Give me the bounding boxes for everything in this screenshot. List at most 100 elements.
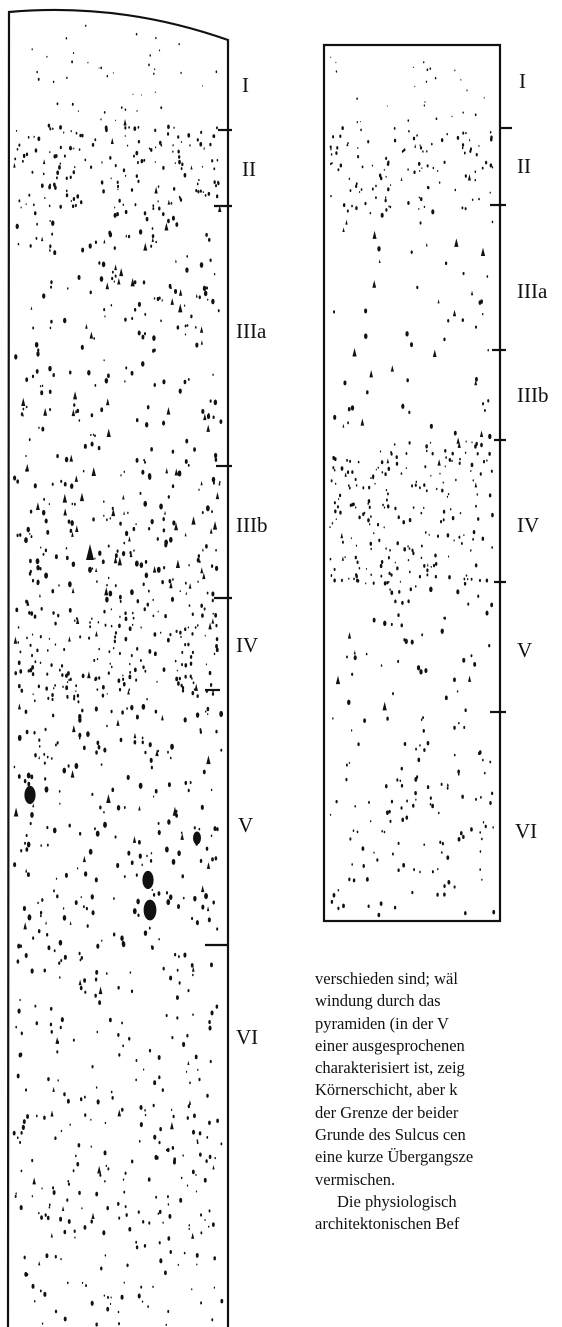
cell	[116, 863, 120, 869]
cell	[353, 650, 356, 655]
cell	[31, 633, 34, 636]
cell	[155, 240, 157, 244]
cell	[431, 451, 434, 456]
cell	[191, 632, 194, 636]
cell	[206, 1136, 209, 1139]
cell	[98, 67, 100, 69]
cell	[485, 578, 489, 583]
cell	[169, 536, 173, 543]
cell	[183, 173, 187, 178]
cell	[207, 917, 211, 923]
cell	[154, 68, 156, 71]
cell	[477, 517, 480, 521]
cell	[48, 1203, 51, 1207]
cell	[392, 692, 394, 696]
cell	[179, 630, 182, 635]
cell	[30, 968, 34, 974]
cell	[139, 562, 144, 569]
cell	[424, 101, 426, 103]
cell	[210, 834, 213, 837]
cell	[422, 716, 424, 720]
cell	[178, 981, 181, 985]
cell	[206, 906, 210, 912]
cell	[208, 1154, 212, 1159]
cell	[158, 1209, 162, 1215]
cell	[426, 164, 429, 168]
cell	[23, 922, 27, 930]
cell	[216, 827, 219, 832]
cell	[407, 168, 409, 171]
cell	[93, 337, 96, 340]
cell	[75, 684, 78, 688]
cell	[482, 758, 484, 762]
cell	[156, 296, 160, 302]
cell	[212, 415, 215, 420]
cell	[465, 574, 468, 577]
cell	[68, 608, 72, 613]
cell	[472, 537, 474, 541]
cell	[479, 850, 482, 853]
cell	[482, 459, 486, 464]
cell	[56, 170, 60, 175]
cell	[400, 472, 403, 475]
cell	[156, 566, 161, 573]
cell	[217, 309, 220, 313]
cell	[51, 697, 54, 702]
cell	[150, 945, 153, 949]
cell	[408, 129, 410, 133]
cell	[484, 824, 487, 829]
cell	[423, 843, 426, 847]
cell	[52, 1190, 56, 1195]
cell	[186, 254, 189, 258]
cell	[378, 173, 382, 178]
cell	[78, 1190, 81, 1195]
cell	[171, 1035, 174, 1040]
cell	[73, 697, 76, 701]
cell	[203, 607, 206, 611]
cell	[150, 519, 154, 525]
cell	[196, 557, 200, 563]
cell	[149, 54, 152, 57]
cell	[333, 310, 336, 314]
cell	[208, 622, 212, 630]
cell	[94, 383, 97, 387]
cell	[397, 659, 400, 664]
cell	[55, 877, 58, 880]
cell	[337, 888, 340, 892]
cell	[425, 449, 428, 453]
cell	[174, 162, 176, 165]
cell	[332, 893, 336, 898]
cell	[401, 600, 404, 605]
cell	[447, 879, 451, 885]
cell	[135, 523, 137, 526]
cell	[144, 559, 148, 564]
cell	[34, 753, 37, 758]
cell	[437, 299, 440, 304]
cell	[398, 589, 401, 594]
cell	[347, 407, 351, 412]
cell	[478, 750, 482, 755]
cell	[37, 684, 40, 689]
cell	[148, 926, 151, 930]
cell	[142, 665, 145, 670]
cell	[81, 673, 85, 679]
cell	[183, 717, 187, 723]
cell	[184, 333, 187, 336]
cell	[207, 298, 209, 301]
cell	[29, 244, 32, 248]
cell	[172, 1114, 175, 1119]
cell	[366, 390, 369, 395]
cell	[72, 1038, 75, 1042]
cell	[408, 570, 411, 574]
cell	[186, 1184, 189, 1187]
cell	[119, 521, 122, 526]
cell	[132, 836, 137, 843]
cell	[472, 479, 474, 482]
cell	[107, 1295, 109, 1299]
cell	[141, 1300, 144, 1303]
cell	[41, 1187, 43, 1190]
cell	[24, 537, 28, 544]
cell	[62, 767, 67, 774]
cell	[73, 403, 76, 407]
cell	[193, 895, 197, 902]
